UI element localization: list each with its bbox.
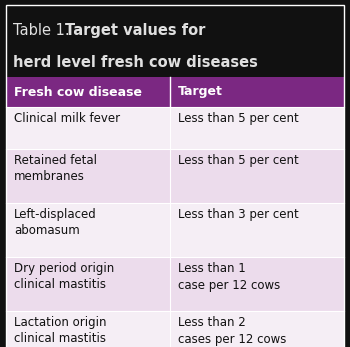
Text: Less than 2
cases per 12 cows: Less than 2 cases per 12 cows	[178, 316, 286, 346]
Bar	[6, 311, 344, 347]
Bar	[6, 5, 344, 77]
Text: Lactation origin
clinical mastitis: Lactation origin clinical mastitis	[14, 316, 106, 346]
Text: Target values for: Target values for	[65, 23, 205, 39]
Bar	[6, 203, 344, 257]
Text: Retained fetal
membranes: Retained fetal membranes	[14, 154, 97, 184]
Text: Table 1.: Table 1.	[13, 23, 74, 39]
Bar	[6, 149, 344, 203]
Text: Fresh cow disease: Fresh cow disease	[14, 85, 142, 99]
Bar	[6, 107, 344, 149]
Bar	[6, 77, 344, 107]
Text: Less than 1
case per 12 cows: Less than 1 case per 12 cows	[178, 262, 280, 291]
Text: Less than 3 per cent: Less than 3 per cent	[178, 208, 299, 221]
Text: Clinical milk fever: Clinical milk fever	[14, 112, 120, 125]
Text: Less than 5 per cent: Less than 5 per cent	[178, 154, 299, 167]
Text: Target: Target	[178, 85, 223, 99]
Text: Dry period origin
clinical mastitis: Dry period origin clinical mastitis	[14, 262, 114, 291]
Text: Less than 5 per cent: Less than 5 per cent	[178, 112, 299, 125]
Text: herd level fresh cow diseases: herd level fresh cow diseases	[13, 55, 258, 70]
Text: Left-displaced
abomasum: Left-displaced abomasum	[14, 208, 97, 237]
Bar	[6, 257, 344, 311]
